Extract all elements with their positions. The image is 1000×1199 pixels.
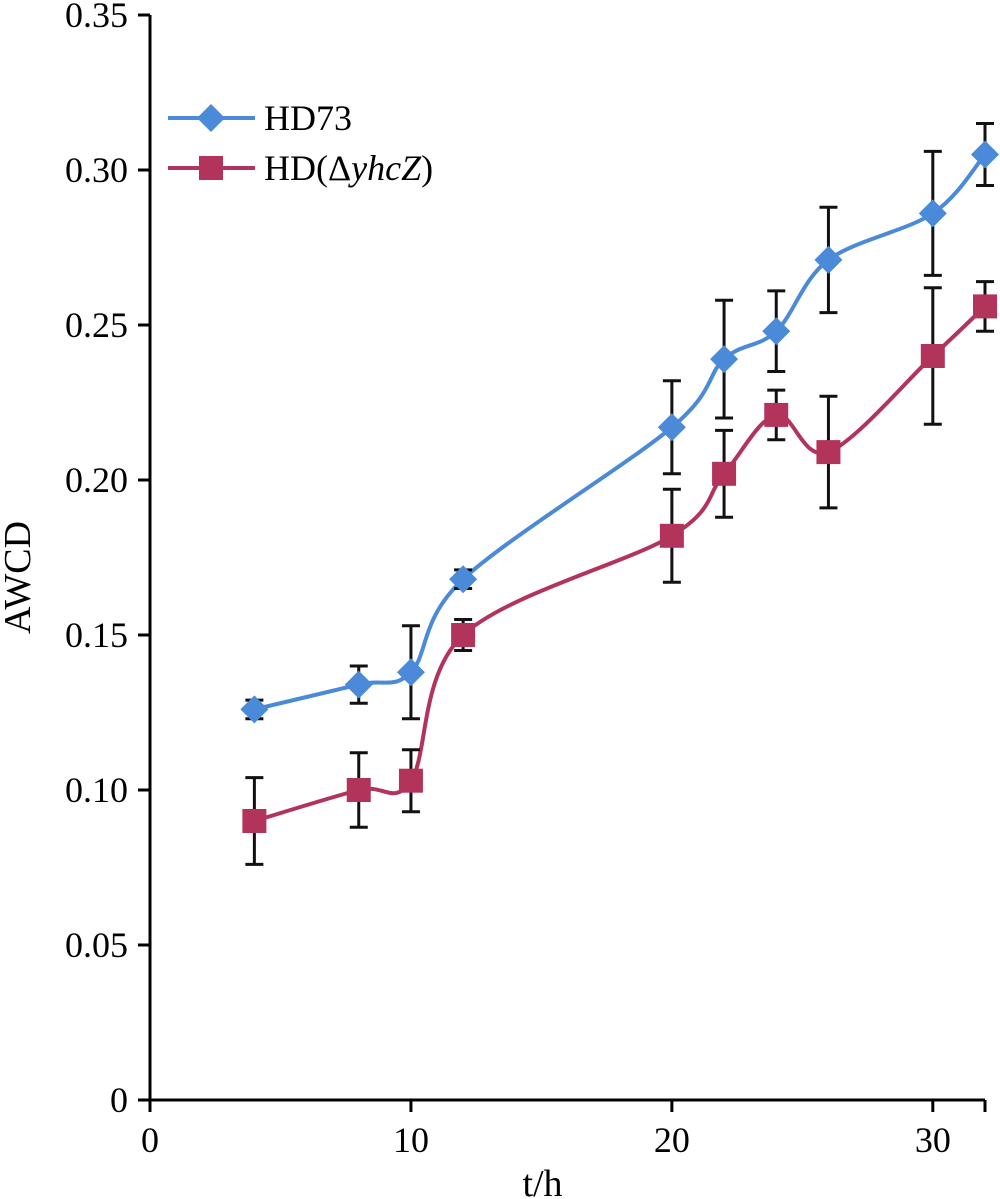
legend-marker xyxy=(197,104,225,132)
y-tick-label: 0.25 xyxy=(65,305,128,345)
data-point xyxy=(814,245,843,274)
series-hd-delta-yhcz xyxy=(242,280,997,866)
legend-label: HD73 xyxy=(264,98,352,138)
data-point xyxy=(816,440,841,465)
data-point xyxy=(346,778,371,802)
x-tick-label: 30 xyxy=(915,1120,951,1160)
legend: HD73 HD(ΔyhcZ) xyxy=(168,98,433,188)
data-point xyxy=(657,413,686,442)
data-point xyxy=(710,345,739,374)
legend-marker xyxy=(199,156,223,180)
y-tick-label: 0.05 xyxy=(65,925,128,965)
y-tick-label: 0.35 xyxy=(65,0,128,35)
data-point xyxy=(920,344,945,368)
legend-item: HD73 xyxy=(168,98,352,138)
series-hd73 xyxy=(240,122,999,724)
x-axis-title: t/h xyxy=(522,1163,562,1199)
series-line xyxy=(253,153,987,712)
data-point xyxy=(344,670,373,699)
x-tick-label: 0 xyxy=(141,1120,159,1160)
data-point xyxy=(918,199,947,228)
data-point xyxy=(398,768,423,793)
y-tick-label: 0.20 xyxy=(65,460,128,500)
data-point xyxy=(396,658,425,687)
series-line xyxy=(253,304,987,823)
data-point xyxy=(451,623,476,647)
y-axis-title: AWCD xyxy=(0,521,39,634)
data-point xyxy=(973,294,997,319)
data-point xyxy=(762,317,791,346)
data-point xyxy=(971,140,999,169)
y-tick-label: 0.30 xyxy=(65,150,128,190)
data-point xyxy=(240,695,269,724)
y-tick-label: 0.10 xyxy=(65,770,128,810)
data-point xyxy=(712,461,737,486)
y-tick-label: 0 xyxy=(110,1080,128,1120)
series-layer xyxy=(240,122,999,866)
data-point xyxy=(764,402,789,427)
data-point xyxy=(659,523,684,548)
x-tick-label: 20 xyxy=(654,1120,690,1160)
legend-label: HD(ΔyhcZ) xyxy=(264,148,433,188)
x-tick-label: 10 xyxy=(393,1120,429,1160)
data-point xyxy=(449,565,478,594)
legend-item: HD(ΔyhcZ) xyxy=(168,148,433,188)
y-tick-label: 0.15 xyxy=(65,615,128,655)
data-point xyxy=(242,809,267,833)
